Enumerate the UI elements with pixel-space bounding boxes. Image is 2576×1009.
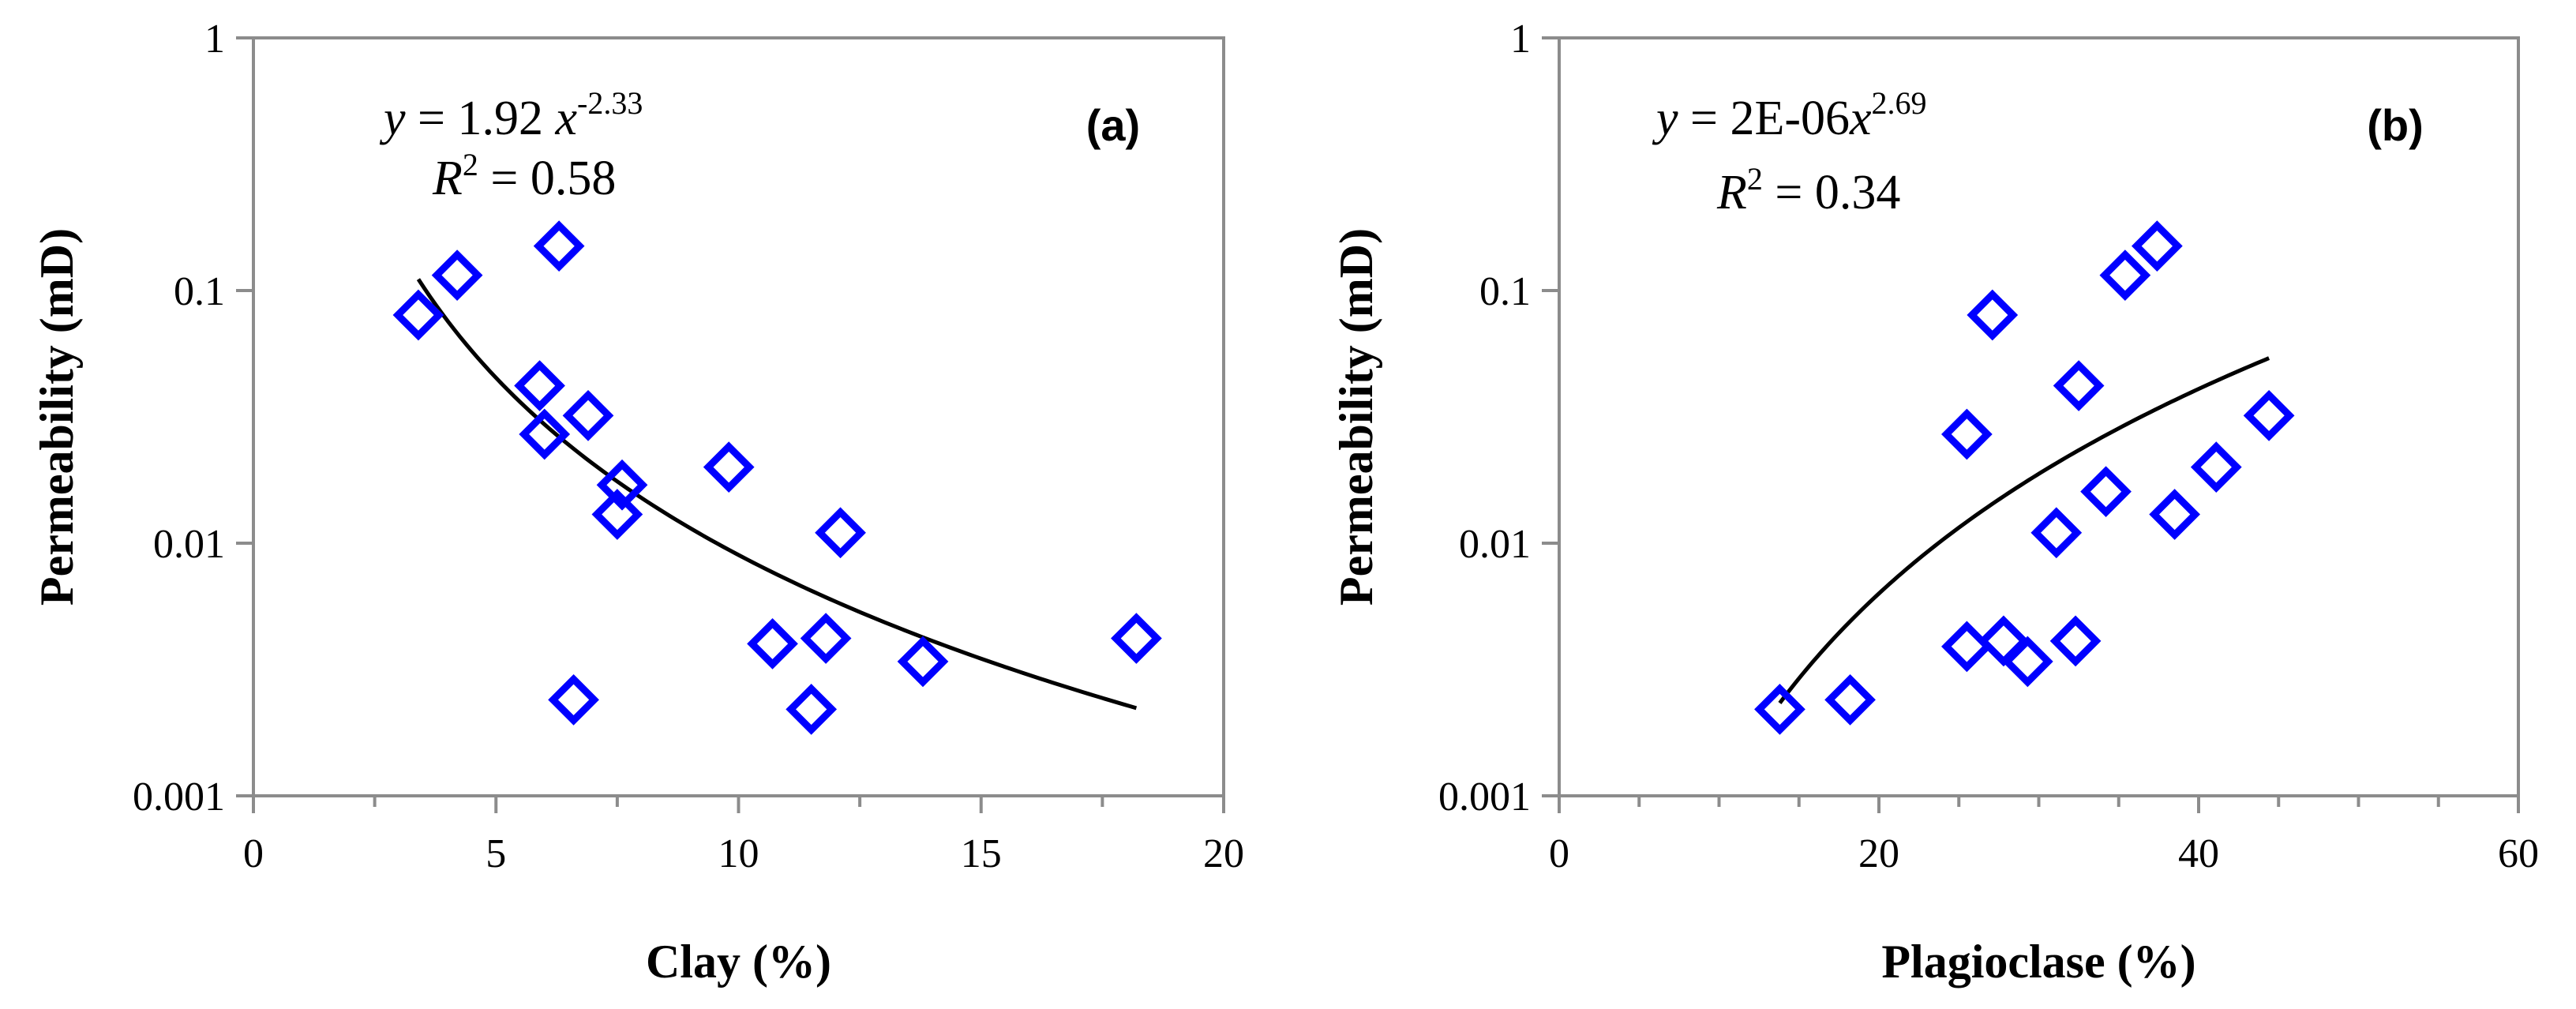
equation-exponent: -2.33 bbox=[577, 85, 643, 121]
data-point-marker bbox=[2001, 636, 2053, 688]
data-point-marker bbox=[2099, 249, 2151, 301]
y-tick-label: 0.01 bbox=[153, 522, 225, 567]
y-tick-label: 0.1 bbox=[174, 269, 225, 314]
x-tick-label: 10 bbox=[718, 831, 759, 876]
equation-x: x bbox=[555, 92, 578, 145]
data-point-marker bbox=[392, 289, 444, 341]
plot-area-frame bbox=[1558, 36, 2520, 797]
data-point-marker bbox=[596, 459, 648, 511]
equation-coefficient: = 1.92 bbox=[406, 92, 556, 145]
data-point-marker bbox=[1824, 673, 1876, 726]
x-axis-title: Plagioclase (%) bbox=[1881, 936, 2195, 988]
data-point-marker bbox=[519, 408, 571, 460]
data-point-marker bbox=[1941, 408, 1993, 460]
power-trendline bbox=[416, 278, 1138, 711]
x-tick-label: 15 bbox=[961, 831, 1002, 876]
x-tick-label: 0 bbox=[243, 831, 264, 876]
r-squared: R2 = 0.34 bbox=[1716, 161, 1900, 219]
data-point-marker bbox=[562, 389, 614, 441]
panel-label: (a) bbox=[1086, 100, 1140, 150]
data-point-marker bbox=[591, 489, 643, 540]
equation-y: y bbox=[379, 92, 406, 145]
trendline-equation: y = 1.92 x-2.33 bbox=[379, 85, 643, 145]
r-squared: R2 = 0.58 bbox=[432, 147, 616, 205]
x-tick-label: 20 bbox=[1858, 831, 1899, 876]
x-axis-title: Clay (%) bbox=[646, 936, 831, 988]
equation-exponent: 2.69 bbox=[1872, 85, 1927, 121]
equation-x: x bbox=[1849, 92, 1872, 145]
r2-value: = 0.34 bbox=[1763, 166, 1900, 219]
data-point-marker bbox=[815, 507, 866, 559]
r2-label: R bbox=[1716, 166, 1747, 219]
chart-panel-2: 0 20 40 60 0.001 0.01 0.1 1 Plagioclase (%) Perme… bbox=[1330, 17, 2539, 988]
data-point-marker bbox=[2190, 441, 2242, 493]
data-point-marker bbox=[2053, 360, 2105, 411]
r2-value: = 0.58 bbox=[478, 152, 616, 205]
x-tick-label: 0 bbox=[1549, 831, 1569, 876]
x-tick-label: 5 bbox=[486, 831, 506, 876]
data-point-marker bbox=[2030, 507, 2083, 559]
data-point-marker bbox=[703, 441, 755, 493]
y-axis-title: Permeability (mD) bbox=[1330, 228, 1382, 606]
trendline-equation: y = 2E-06x2.69 bbox=[1652, 85, 1927, 145]
data-point-marker bbox=[2080, 466, 2132, 518]
chart-panel-1: 0 5 10 15 20 0.001 0.01 0.1 1 Clay (%) Permeabilit… bbox=[31, 17, 1244, 988]
y-tick-label: 0.01 bbox=[1459, 522, 1531, 567]
data-point-marker bbox=[533, 220, 585, 272]
power-trendline bbox=[1778, 356, 2270, 704]
y-axis-title: Permeability (mD) bbox=[31, 228, 83, 606]
data-point-marker bbox=[747, 617, 798, 670]
r2-label: R bbox=[432, 152, 463, 205]
r2-superscript: 2 bbox=[1747, 161, 1763, 197]
data-point-marker bbox=[786, 684, 838, 735]
x-tick-label: 60 bbox=[2498, 831, 2539, 876]
data-point-marker bbox=[2131, 220, 2183, 272]
equation-coefficient: = 2E-06 bbox=[1678, 92, 1850, 145]
y-tick-label: 0.001 bbox=[133, 775, 225, 820]
plot-area-frame bbox=[252, 36, 1225, 797]
data-point-marker bbox=[1967, 289, 2019, 341]
y-tick-label: 0.001 bbox=[1438, 775, 1531, 820]
data-point-marker bbox=[1111, 613, 1162, 664]
y-tick-label: 0.1 bbox=[1479, 269, 1531, 314]
data-point-marker bbox=[548, 673, 599, 726]
data-point-marker bbox=[1941, 621, 1993, 673]
x-tick-label: 20 bbox=[1203, 831, 1244, 876]
data-point-marker bbox=[2149, 489, 2200, 540]
data-point-marker bbox=[897, 636, 949, 688]
data-point-marker bbox=[1754, 684, 1805, 735]
y-tick-label: 1 bbox=[1510, 17, 1531, 62]
r2-superscript: 2 bbox=[463, 147, 478, 182]
data-point-marker bbox=[2243, 389, 2295, 441]
y-tick-label: 1 bbox=[204, 17, 225, 62]
data-point-marker bbox=[800, 613, 852, 664]
data-point-marker bbox=[514, 360, 565, 411]
data-point-marker bbox=[2049, 615, 2102, 667]
data-point-marker bbox=[431, 249, 483, 301]
equation-y: y bbox=[1652, 92, 1678, 145]
x-tick-label: 40 bbox=[2178, 831, 2219, 876]
panel-label: (b) bbox=[2367, 100, 2424, 150]
